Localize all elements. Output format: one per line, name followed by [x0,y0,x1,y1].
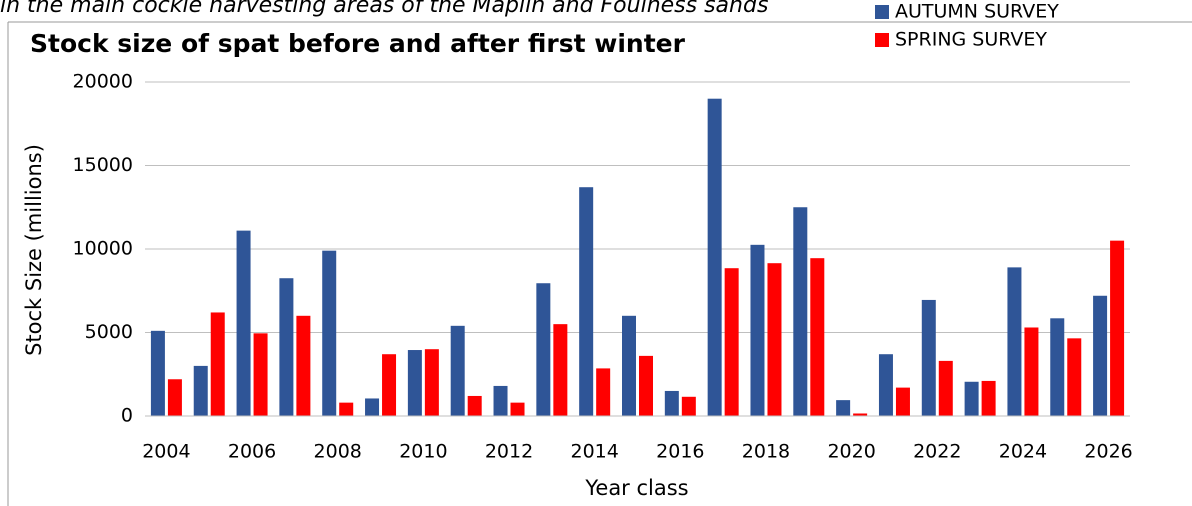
bar [322,250,337,416]
x-tick-label: 2024 [999,441,1047,463]
bar [407,350,422,416]
x-tick-label: 2016 [656,441,704,463]
bar [622,315,636,416]
bar [793,207,808,416]
y-tick-label: 5000 [85,321,133,343]
bar [424,349,439,416]
bar [339,402,354,416]
bar [510,402,525,416]
x-tick-label: 2014 [570,441,618,463]
bar [853,413,868,416]
chart-title: Stock size of spat before and after firs… [30,29,686,58]
legend-swatch [875,33,889,47]
bar [639,355,653,416]
bar [553,324,568,416]
bar [1007,267,1022,416]
bar [579,187,594,416]
bar [681,396,696,416]
bar [150,330,165,416]
x-tick-label: 2010 [399,441,447,463]
bar [767,263,782,416]
bar [536,283,551,416]
bar [938,360,953,416]
x-tick-label: 2022 [913,441,961,463]
x-tick-label: 2008 [314,441,362,463]
bar [467,395,482,416]
bar [253,333,268,416]
bar [236,230,251,416]
x-tick-label: 2026 [1084,441,1132,463]
bar [750,244,765,416]
bar [981,380,996,416]
bar [1110,240,1125,416]
x-tick-label: 2020 [827,441,875,463]
y-tick-label: 20000 [73,71,133,93]
bar [193,365,208,416]
y-tick-label: 10000 [73,238,133,260]
bar [964,381,979,416]
x-tick-label: 2006 [228,441,276,463]
bar [921,299,936,416]
bar [382,354,397,416]
bar [1024,327,1039,416]
bar [210,312,225,416]
bar [1050,318,1065,416]
bar [296,315,311,416]
bar [878,354,893,416]
bar [810,258,825,416]
bar [493,385,508,416]
bar [664,390,679,416]
legend-label: AUTUMN SURVEY [895,1,1059,23]
bar [1093,295,1108,416]
bar [724,268,739,416]
legend-swatch [875,5,889,19]
bar [167,379,182,416]
bar [895,387,910,416]
x-tick-label: 2018 [742,441,790,463]
legend-label: SPRING SURVEY [895,29,1047,51]
bar [450,325,465,416]
x-axis-label: Year class [584,476,688,500]
x-tick-label: 2004 [142,441,190,463]
bar [365,398,380,416]
bar [707,98,722,416]
caption: in the main cockle harvesting areas of t… [0,0,768,18]
bar [596,368,611,416]
bar [1067,338,1082,416]
y-tick-label: 15000 [73,154,133,176]
x-tick-label: 2012 [485,441,533,463]
bar [279,278,294,416]
y-axis-label: Stock Size (millions) [22,144,46,356]
y-tick-label: 0 [121,405,133,427]
bar [836,400,851,416]
